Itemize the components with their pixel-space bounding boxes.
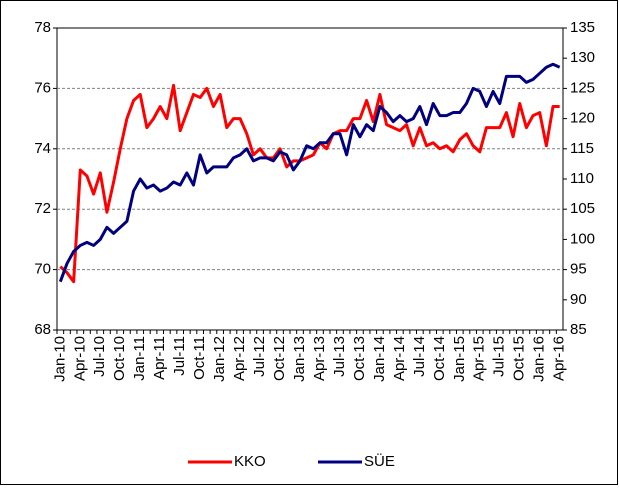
y-tick-label: 74 (34, 140, 51, 157)
x-tick-label: Jul-11 (171, 336, 188, 376)
x-tick-label: Apr-16 (551, 336, 568, 381)
y2-tick-label: 110 (570, 170, 594, 187)
x-tick-label: Jan-16 (531, 336, 548, 382)
y-tick-label: 70 (34, 261, 51, 278)
y-tick-label: 78 (34, 19, 51, 36)
y2-tick-label: 135 (570, 19, 595, 36)
x-tick-label: Oct-14 (431, 336, 448, 381)
x-tick-label: Jan-11 (131, 336, 148, 381)
y2-tick-label: 120 (570, 110, 595, 127)
x-tick-label: Oct-15 (511, 336, 528, 381)
x-tick-label: Jan-14 (371, 336, 388, 382)
x-tick-label: Apr-15 (471, 336, 488, 381)
y2-tick-label: 95 (570, 261, 587, 278)
y2-tick-label: 130 (570, 49, 595, 66)
x-tick-label: Apr-14 (391, 336, 408, 381)
legend-label: KKO (234, 453, 266, 470)
series-line (58, 62, 561, 283)
y-tick-label: 68 (34, 321, 51, 338)
y2-tick-label: 105 (570, 200, 595, 217)
x-tick-label: Jul-15 (491, 336, 508, 377)
y-tick-label: 76 (34, 79, 51, 96)
x-tick-label: Apr-13 (311, 336, 328, 381)
x-tick-label: Oct-10 (111, 336, 128, 381)
x-tick-label: Jan-10 (51, 336, 68, 382)
x-tick-label: Jan-12 (211, 336, 228, 382)
series-line (59, 83, 560, 284)
y2-tick-label: 90 (570, 291, 587, 308)
y2-tick-label: 115 (570, 140, 594, 157)
x-tick-label: Jan-13 (291, 336, 308, 382)
x-tick-label: Jul-14 (411, 336, 428, 377)
x-tick-label: Jul-13 (331, 336, 348, 377)
x-tick-label: Jul-12 (251, 336, 268, 377)
y2-tick-label: 100 (570, 230, 595, 247)
x-tick-label: Apr-10 (71, 336, 88, 381)
x-tick-label: Oct-11 (191, 336, 208, 380)
y2-tick-label: 85 (570, 321, 587, 338)
legend-label: SÜE (364, 452, 395, 470)
x-tick-label: Jan-15 (451, 336, 468, 382)
x-tick-label: Jul-10 (91, 336, 108, 377)
y-tick-label: 72 (34, 200, 51, 217)
x-tick-label: Oct-13 (351, 336, 368, 381)
x-tick-label: Oct-12 (271, 336, 288, 381)
x-tick-label: Apr-11 (151, 336, 168, 380)
y2-tick-label: 125 (570, 79, 595, 96)
x-tick-label: Apr-12 (231, 336, 248, 381)
